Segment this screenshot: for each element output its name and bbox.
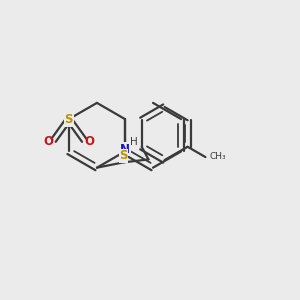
- Text: N: N: [120, 142, 130, 156]
- Text: O: O: [43, 135, 53, 148]
- Text: S: S: [119, 149, 128, 162]
- Text: S: S: [64, 112, 73, 126]
- Text: CH₃: CH₃: [209, 152, 226, 161]
- Text: O: O: [85, 135, 94, 148]
- Text: H: H: [130, 137, 138, 147]
